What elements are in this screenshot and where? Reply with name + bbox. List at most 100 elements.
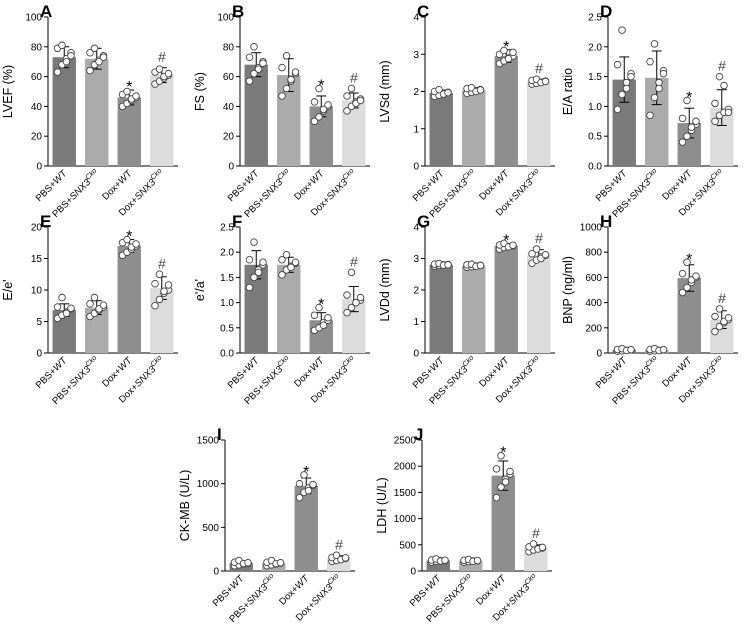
data-point bbox=[295, 493, 304, 502]
y-tick-label: 2.5 bbox=[220, 223, 234, 234]
y-tick-label: 500 bbox=[399, 540, 416, 551]
data-point bbox=[343, 291, 351, 299]
data-point bbox=[687, 123, 696, 132]
y-tick-label: 100 bbox=[217, 13, 234, 24]
data-point bbox=[123, 235, 131, 244]
significance-star: * bbox=[500, 445, 506, 462]
data-point bbox=[250, 238, 258, 246]
data-point bbox=[497, 451, 505, 460]
data-point bbox=[278, 256, 286, 264]
data-point bbox=[618, 90, 626, 99]
data-point bbox=[711, 99, 719, 108]
y-tick-label: 0 bbox=[36, 162, 42, 173]
data-point bbox=[278, 63, 286, 72]
y-tick-label: 60 bbox=[223, 72, 235, 83]
significance-star: * bbox=[503, 232, 509, 249]
bar-c-3 bbox=[494, 56, 518, 166]
bar-e-3 bbox=[117, 245, 141, 353]
data-point bbox=[245, 77, 254, 85]
significance-hash: # bbox=[350, 253, 358, 269]
data-point bbox=[164, 281, 173, 289]
data-point bbox=[90, 44, 99, 53]
chart-panel-e: E05101520E/e'PBS+WTPBS+SNX3Cko*Dox+WT#Do… bbox=[1, 212, 178, 407]
data-point bbox=[435, 85, 443, 94]
data-point bbox=[356, 96, 365, 105]
bar-d-1 bbox=[612, 79, 636, 166]
data-point bbox=[444, 261, 452, 269]
data-point bbox=[315, 303, 323, 312]
data-point bbox=[310, 311, 319, 319]
data-point bbox=[287, 263, 295, 272]
y-axis-label: CK-MB (U/L) bbox=[178, 470, 192, 542]
bar-d-3 bbox=[677, 123, 701, 166]
data-point bbox=[245, 256, 254, 264]
significance-star: * bbox=[686, 251, 692, 268]
y-tick-label: 0 bbox=[413, 349, 419, 360]
data-point bbox=[715, 72, 724, 81]
significance-star: * bbox=[686, 89, 692, 106]
data-point bbox=[278, 92, 286, 100]
data-point bbox=[155, 295, 164, 304]
data-point bbox=[319, 105, 328, 114]
y-tick-label: 0 bbox=[596, 349, 602, 360]
data-point bbox=[504, 54, 513, 63]
significance-hash: # bbox=[350, 70, 358, 86]
data-point bbox=[441, 556, 449, 565]
data-point bbox=[683, 132, 691, 140]
data-point bbox=[500, 46, 508, 55]
significance-star: * bbox=[303, 464, 309, 481]
significance-star: * bbox=[318, 297, 324, 314]
data-point bbox=[692, 117, 700, 126]
data-point bbox=[90, 293, 99, 302]
y-tick-label: 2.0 bbox=[588, 42, 602, 53]
data-point bbox=[58, 293, 66, 302]
data-point bbox=[310, 98, 319, 106]
bar-d-2 bbox=[645, 77, 669, 166]
data-point bbox=[259, 258, 267, 267]
y-tick-label: 4 bbox=[413, 223, 419, 234]
bar-c-1 bbox=[429, 92, 453, 166]
data-point bbox=[444, 88, 452, 97]
chart-panel-d: D0.00.51.01.52.02.5E/A ratioPBS+WTPBS+SN… bbox=[561, 2, 738, 220]
data-point bbox=[528, 250, 536, 258]
data-point bbox=[278, 271, 286, 279]
y-tick-label: 0 bbox=[228, 162, 234, 173]
data-point bbox=[613, 105, 622, 114]
data-point bbox=[319, 321, 328, 330]
panel-label: C bbox=[417, 2, 429, 21]
bar-i-3 bbox=[294, 485, 318, 571]
panel-label: F bbox=[232, 212, 242, 231]
y-axis-label: LDH (U/L) bbox=[375, 477, 389, 533]
data-point bbox=[509, 48, 517, 57]
data-point bbox=[683, 258, 691, 267]
data-point bbox=[711, 327, 719, 336]
y-tick-label: 80 bbox=[31, 42, 43, 53]
data-point bbox=[259, 59, 267, 67]
data-point bbox=[650, 93, 659, 102]
data-point bbox=[509, 241, 517, 250]
y-tick-label: 40 bbox=[31, 102, 43, 113]
bar-j-1 bbox=[426, 560, 450, 571]
y-axis-label: E/e' bbox=[1, 279, 15, 300]
data-point bbox=[506, 467, 514, 476]
data-point bbox=[309, 480, 317, 489]
data-point bbox=[250, 43, 258, 51]
y-tick-label: 2 bbox=[413, 286, 419, 297]
panel-label: J bbox=[414, 425, 423, 444]
panel-label: B bbox=[232, 2, 244, 21]
data-point bbox=[300, 471, 308, 479]
y-axis-label: BNP (ng/ml) bbox=[561, 256, 575, 324]
y-tick-label: 20 bbox=[31, 223, 43, 234]
data-point bbox=[58, 41, 66, 50]
y-tick-label: 10 bbox=[31, 286, 43, 297]
data-point bbox=[538, 543, 547, 552]
data-point bbox=[720, 81, 728, 90]
y-tick-label: 0.0 bbox=[588, 162, 602, 173]
data-point bbox=[492, 465, 501, 473]
bar-g-4 bbox=[527, 255, 551, 353]
data-point bbox=[529, 540, 538, 548]
data-point bbox=[724, 108, 733, 117]
data-point bbox=[343, 107, 351, 115]
